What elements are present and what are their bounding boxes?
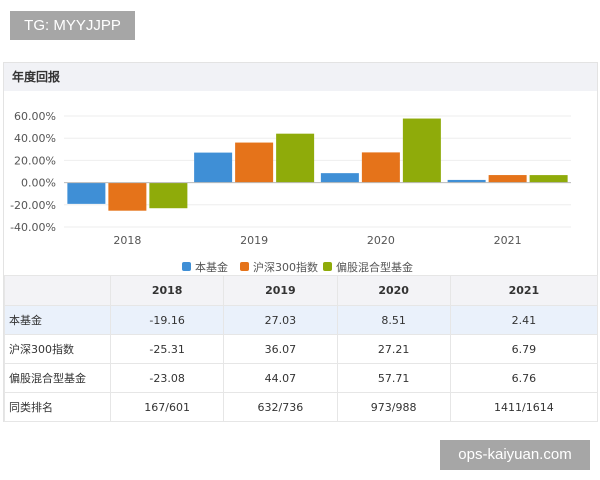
bar xyxy=(361,152,400,183)
legend-label: 本基金 xyxy=(195,260,228,274)
header-cell xyxy=(4,275,111,306)
watermark-bottom: ops-kaiyuan.com xyxy=(440,440,590,470)
table-cell: 27.21 xyxy=(336,334,451,364)
table-header-row: 2018 2019 2020 2021 xyxy=(4,275,599,306)
legend-swatch xyxy=(240,262,249,271)
table-row: 沪深300指数 -25.31 36.07 27.21 6.79 xyxy=(4,334,599,364)
bar xyxy=(149,182,188,209)
annual-return-table: 2018 2019 2020 2021 本基金 -19.16 27.03 8.51 2.… xyxy=(4,275,599,422)
header-cell: 2020 xyxy=(336,275,451,306)
header-cell: 2018 xyxy=(109,275,225,306)
bar xyxy=(402,118,441,183)
annual-return-chart: 60.00% 40.00% 20.00% 0.00% -20.00% -40.00% 201… xyxy=(10,110,571,274)
row-label: 本基金 xyxy=(4,305,111,335)
header-cell: 2019 xyxy=(223,275,338,306)
table-cell: 8.51 xyxy=(336,305,451,335)
y-tick-label: -20.00% xyxy=(10,199,56,212)
table-row: 偏股混合型基金 -23.08 44.07 57.71 6.76 xyxy=(4,363,599,393)
table-cell: 1411/1614 xyxy=(449,392,599,422)
table-cell: 167/601 xyxy=(109,392,225,422)
table-row: 同类排名 167/601 632/736 973/988 1411/1614 xyxy=(4,392,599,422)
panel-title: 年度回报 xyxy=(4,63,597,91)
bar xyxy=(447,179,486,183)
bar xyxy=(67,182,106,204)
legend-swatch xyxy=(182,262,191,271)
bar xyxy=(194,152,233,183)
table-row: 本基金 -19.16 27.03 8.51 2.41 xyxy=(4,305,599,335)
x-tick-label: 2018 xyxy=(113,234,141,247)
table-cell: 973/988 xyxy=(336,392,451,422)
legend-label: 沪深300指数 xyxy=(253,260,318,274)
x-tick-label: 2020 xyxy=(367,234,395,247)
bar xyxy=(488,175,527,183)
watermark-top: TG: MYYJJPP xyxy=(10,11,135,40)
bar xyxy=(108,182,147,211)
legend-label: 偏股混合型基金 xyxy=(336,260,413,274)
table-cell: -25.31 xyxy=(109,334,225,364)
table-cell: 27.03 xyxy=(223,305,338,335)
y-tick-label: -40.00% xyxy=(10,221,56,234)
y-tick-label: 40.00% xyxy=(14,132,56,145)
row-label: 沪深300指数 xyxy=(4,334,111,364)
table-cell: 57.71 xyxy=(336,363,451,393)
table-cell: -19.16 xyxy=(109,305,225,335)
y-tick-label: 20.00% xyxy=(14,154,56,167)
row-label: 偏股混合型基金 xyxy=(4,363,111,393)
y-tick-label: 60.00% xyxy=(14,110,56,123)
x-tick-label: 2019 xyxy=(240,234,268,247)
x-tick-label: 2021 xyxy=(494,234,522,247)
y-tick-label: 0.00% xyxy=(21,177,56,190)
table-cell: 6.79 xyxy=(449,334,599,364)
table-cell: 6.76 xyxy=(449,363,599,393)
table-cell: 632/736 xyxy=(223,392,338,422)
annual-return-panel: 年度回报 60.00% 40.00% 20.00% 0.00% -20.00% -40.0… xyxy=(3,62,599,422)
table-cell: 36.07 xyxy=(223,334,338,364)
bar xyxy=(276,133,315,183)
bar xyxy=(529,175,568,183)
legend-swatch xyxy=(323,262,332,271)
header-cell: 2021 xyxy=(449,275,599,306)
table-cell: 2.41 xyxy=(449,305,599,335)
bar xyxy=(235,142,274,183)
bar xyxy=(320,173,359,183)
table-cell: -23.08 xyxy=(109,363,225,393)
table-cell: 44.07 xyxy=(223,363,338,393)
row-label: 同类排名 xyxy=(4,392,111,422)
